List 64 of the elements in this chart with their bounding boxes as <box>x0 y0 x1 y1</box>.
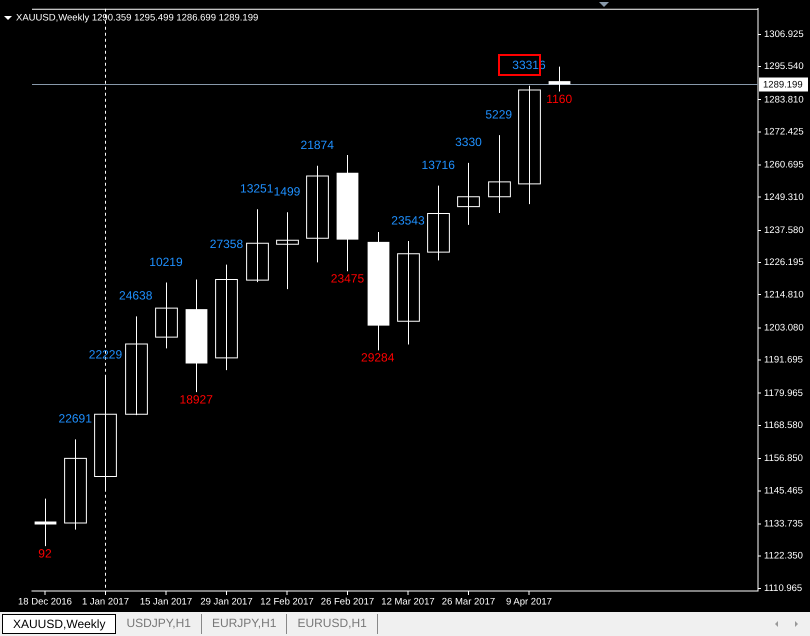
y-tick-label: 1214.810 <box>764 289 804 300</box>
text: 1499 <box>274 184 300 199</box>
y-tick-label: 1249.310 <box>764 192 804 203</box>
candlestick <box>155 282 178 349</box>
text: 23475 <box>330 272 364 286</box>
text: 29284 <box>361 350 394 365</box>
candlestick <box>64 438 87 530</box>
y-tick-label: 1145.465 <box>764 485 803 496</box>
text: EURJPY,H1 <box>202 614 288 634</box>
x-tick-label: 12 Feb 2017 <box>260 596 314 608</box>
y-tick-label: 1295.540 <box>764 61 804 72</box>
text: 13251 <box>240 182 274 196</box>
x-tick-label: 29 Jan 2017 <box>200 596 253 608</box>
y-tick-label: 1260.695 <box>764 160 804 171</box>
x-tick-label: 12 Mar 2017 <box>381 596 435 608</box>
candlestick <box>276 212 299 290</box>
text: 10219 <box>149 254 183 269</box>
candlestick <box>548 66 570 92</box>
candlestick <box>518 85 541 205</box>
candlestick <box>427 185 450 261</box>
candlestick <box>306 165 329 263</box>
text: 1160 <box>546 92 572 106</box>
text: 22691 <box>58 412 92 426</box>
x-tick-label: 26 Feb 2017 <box>320 596 374 608</box>
candlestick <box>125 316 148 416</box>
y-tick-label: 1133.735 <box>764 518 803 530</box>
candlestick <box>215 264 238 371</box>
text: USDJPY,H1 <box>116 614 202 634</box>
y-tick-label: 1191.695 <box>764 354 803 366</box>
text: 5229 <box>485 107 512 122</box>
chart-title: XAUUSD,Weekly 1290.359 1295.499 1286.699 1289.199 <box>16 12 258 24</box>
x-tick-label: 26 Mar 2017 <box>442 596 496 608</box>
y-tick-label: 1203.080 <box>764 322 804 334</box>
text: XAUUSD,Weekly <box>2 614 116 634</box>
text: 3330 <box>455 135 482 150</box>
candlestick <box>488 134 511 214</box>
text: 92 <box>38 546 52 560</box>
text: EURUSD,H1 <box>287 614 378 634</box>
candlestick <box>246 208 269 283</box>
y-tick-label: 1156.850 <box>764 453 803 464</box>
ref-line-label: 1289.199 <box>763 80 803 91</box>
y-tick-label: 1283.810 <box>764 94 804 106</box>
text: 27358 <box>210 236 244 251</box>
y-tick-label: 1272.425 <box>764 126 804 138</box>
y-tick-label: 1122.350 <box>764 550 803 562</box>
text: 13716 <box>422 158 455 172</box>
text: 23543 <box>391 213 425 228</box>
text: 21874 <box>300 138 334 152</box>
candlestick <box>397 240 420 345</box>
x-tick-label: 9 Apr 2017 <box>506 596 552 608</box>
y-tick-label: 1237.580 <box>764 224 804 236</box>
y-tick-label: 1306.925 <box>764 28 804 40</box>
y-tick-label: 1179.965 <box>764 388 803 399</box>
x-tick-label: 18 Dec 2016 <box>18 596 72 608</box>
y-tick-label: 1168.580 <box>764 420 803 432</box>
x-tick-label: 1 Jan 2017 <box>82 596 129 608</box>
x-tick-label: 15 Jan 2017 <box>140 596 192 608</box>
candlestick <box>457 162 480 226</box>
text: 24638 <box>119 288 152 303</box>
text: 22229 <box>88 347 122 362</box>
candlestick <box>34 498 56 547</box>
y-tick-label: 1110.965 <box>764 582 802 594</box>
text: 18927 <box>180 392 213 406</box>
y-tick-label: 1226.195 <box>764 257 804 268</box>
